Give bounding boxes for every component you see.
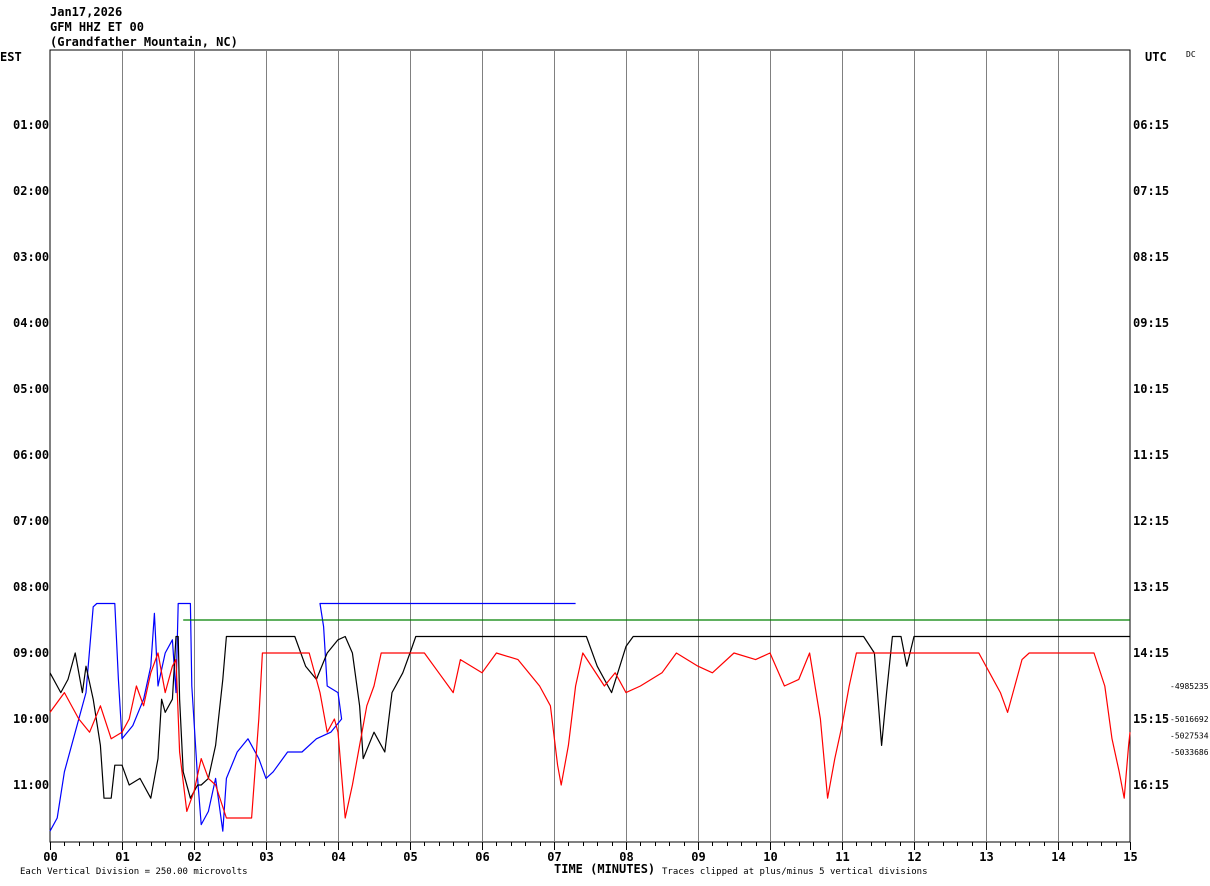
- x-tick-label: 08: [619, 850, 633, 864]
- plot-frame: [49, 49, 1131, 843]
- right-timezone-label: UTC: [1145, 50, 1167, 64]
- right-hour-label: 11:15: [1133, 448, 1169, 462]
- x-tick-label: 12: [907, 850, 921, 864]
- x-tick-label: 11: [835, 850, 849, 864]
- vertical-division-note: Each Vertical Division = 250.00 microvol…: [20, 867, 248, 877]
- x-tick-label: 14: [1051, 850, 1065, 864]
- x-tick-label: 07: [547, 850, 561, 864]
- left-hour-label: 06:00: [13, 448, 49, 462]
- left-hour-label: 07:00: [13, 514, 49, 528]
- x-tick-label: 10: [763, 850, 777, 864]
- x-tick-label: 01: [115, 850, 129, 864]
- trace-blue: [49, 602, 576, 832]
- right-hour-label: 10:15: [1133, 382, 1169, 396]
- left-timezone-label: EST: [0, 50, 22, 64]
- right-value-label: -5033686: [1170, 748, 1209, 757]
- clip-note: Traces clipped at plus/minus 5 vertical …: [662, 867, 928, 877]
- right-hour-label: 09:15: [1133, 316, 1169, 330]
- header-location: (Grandfather Mountain, NC): [50, 35, 238, 49]
- dc-label: DC: [1186, 50, 1196, 59]
- x-tick-label: 13: [979, 850, 993, 864]
- right-hour-label: 16:15: [1133, 778, 1169, 792]
- left-hour-label: 08:00: [13, 580, 49, 594]
- header-date: Jan17,2026: [50, 5, 122, 19]
- left-hour-label: 01:00: [13, 118, 49, 132]
- x-tick-label: 05: [403, 850, 417, 864]
- axis-labels: 00 01 02 03 04 05 06 07 08 09 10 11 12 13 14 15 01:00 06:…: [13, 118, 1209, 864]
- trace-black: [49, 635, 1130, 799]
- right-hour-label: 12:15: [1133, 514, 1169, 528]
- right-value-label: -5016692: [1170, 715, 1209, 724]
- right-hour-label: 08:15: [1133, 250, 1169, 264]
- x-tick-label: 09: [691, 850, 705, 864]
- right-hour-label: 07:15: [1133, 184, 1169, 198]
- x-tick-label: 00: [43, 850, 57, 864]
- header-station: GFM HHZ ET 00: [50, 20, 144, 34]
- left-hour-label: 03:00: [13, 250, 49, 264]
- right-hour-label: 06:15: [1133, 118, 1169, 132]
- grid: [49, 49, 1131, 850]
- left-hour-label: 02:00: [13, 184, 49, 198]
- right-hour-label: 14:15: [1133, 646, 1169, 660]
- traces: [49, 602, 1131, 832]
- left-hour-label: 09:00: [13, 646, 49, 660]
- x-tick-label: 04: [331, 850, 345, 864]
- x-axis-title: TIME (MINUTES): [554, 862, 655, 876]
- right-value-label: -5027534: [1170, 732, 1209, 741]
- x-tick-label: 15: [1123, 850, 1137, 864]
- left-hour-label: 05:00: [13, 382, 49, 396]
- right-hour-label: 13:15: [1133, 580, 1169, 594]
- trace-red: [49, 652, 1131, 819]
- left-hour-label: 04:00: [13, 316, 49, 330]
- left-hour-label: 10:00: [13, 712, 49, 726]
- x-tick-label: 02: [187, 850, 201, 864]
- right-value-label: -4985235: [1170, 682, 1209, 691]
- right-hour-label: 15:15: [1133, 712, 1169, 726]
- x-tick-label: 03: [259, 850, 273, 864]
- x-tick-label: 06: [475, 850, 489, 864]
- left-hour-label: 11:00: [13, 778, 49, 792]
